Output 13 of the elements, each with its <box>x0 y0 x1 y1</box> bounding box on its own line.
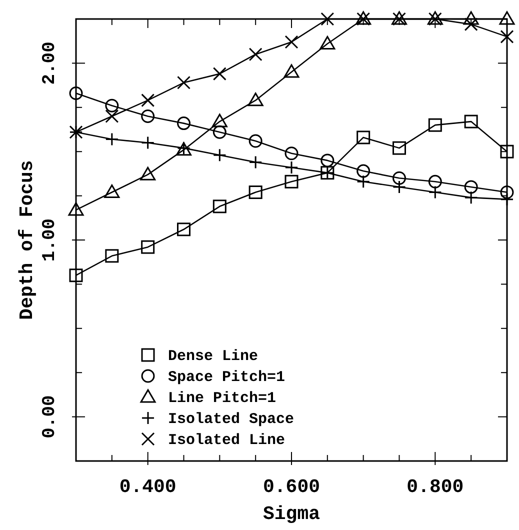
legend-label: Isolated Line <box>168 432 286 449</box>
legend-label: Isolated Space <box>168 411 294 428</box>
x-tick-label: 0.800 <box>406 476 464 498</box>
y-axis-title: Depth of Focus <box>16 160 38 320</box>
legend-label: Dense Line <box>168 348 258 365</box>
y-tick-label: 2.00 <box>40 42 60 85</box>
legend-label: Line Pitch=1 <box>168 390 276 407</box>
x-axis-title: Sigma <box>262 503 320 525</box>
x-tick-label: 0.600 <box>262 476 320 498</box>
y-tick-label: 0.00 <box>40 395 60 438</box>
x-tick-label: 0.400 <box>119 476 176 498</box>
y-tick-label: 1.00 <box>40 218 60 262</box>
legend-label: Space Pitch=1 <box>168 369 286 386</box>
